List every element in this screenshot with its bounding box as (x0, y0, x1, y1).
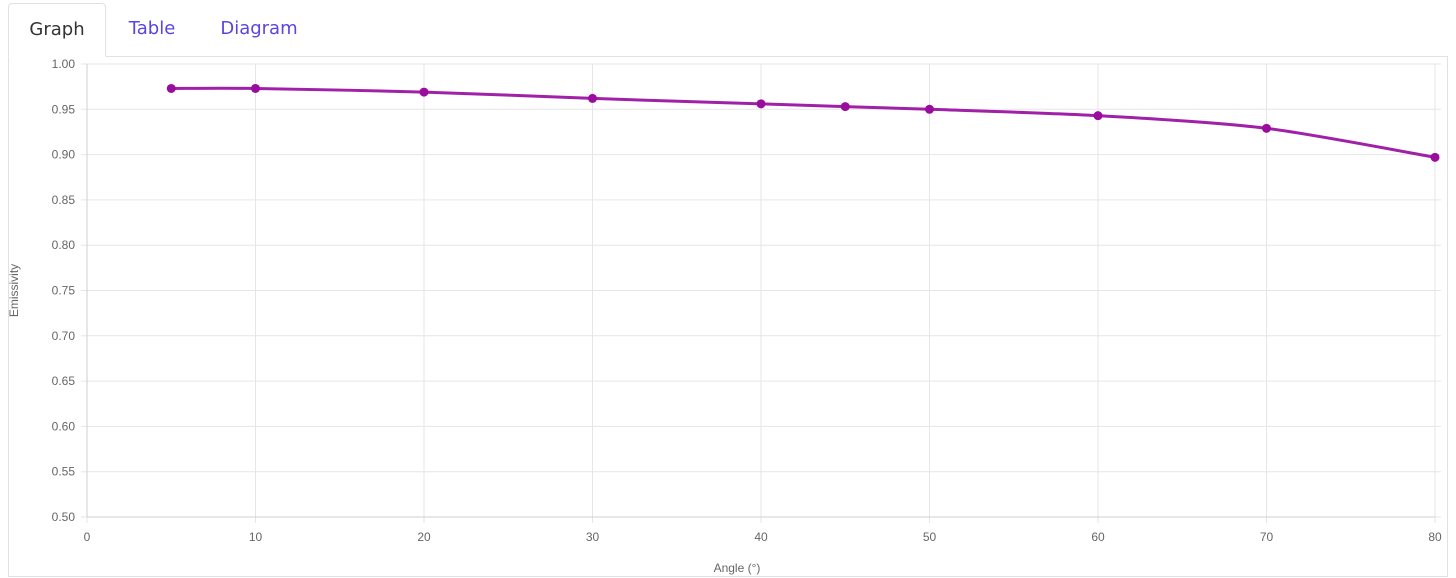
tab-graph[interactable]: Graph (8, 3, 106, 57)
series-line-emissivity (171, 86, 1436, 159)
tick-labels: 0.50 0.55 0.60 0.65 0.70 0.75 0.80 0.85 0.90 0.95… (52, 57, 1442, 544)
data-point[interactable] (419, 87, 429, 97)
y-tick-label: 0.80 (52, 238, 76, 252)
tab-diagram[interactable]: Diagram (220, 18, 298, 39)
data-point[interactable] (840, 102, 850, 112)
data-point[interactable] (251, 83, 260, 93)
tab-bar: Graph Table Diagram (0, 0, 1456, 57)
x-tick-label: 70 (1260, 530, 1274, 544)
x-tick-label: 50 (923, 530, 937, 544)
x-tick-label: 60 (1091, 530, 1105, 544)
x-tick-label: 20 (417, 530, 431, 544)
data-points (166, 83, 1440, 162)
data-point[interactable] (588, 93, 597, 103)
tab-table[interactable]: Table (128, 18, 176, 39)
x-tick-label: 30 (586, 530, 600, 544)
x-tick-label: 0 (84, 530, 91, 544)
y-tick-label: 1.00 (52, 57, 76, 71)
x-tick-label: 10 (249, 530, 263, 544)
y-tick-label: 0.65 (52, 374, 76, 388)
y-tick-label: 0.95 (52, 102, 76, 116)
grid-lines (81, 63, 1441, 523)
graph-panel (8, 56, 1448, 577)
data-point[interactable] (756, 99, 766, 109)
data-point[interactable] (1093, 111, 1103, 121)
y-tick-label: 0.50 (52, 510, 76, 524)
x-tick-label: 40 (754, 530, 768, 544)
x-tick-label: 80 (1428, 530, 1442, 544)
data-point[interactable] (1430, 152, 1440, 162)
data-point[interactable] (925, 104, 934, 114)
data-point[interactable] (1262, 123, 1271, 133)
y-tick-label: 0.55 (52, 465, 76, 479)
y-tick-label: 0.90 (52, 148, 76, 162)
y-tick-label: 0.70 (52, 329, 76, 343)
x-axis-title: Angle (°) (714, 561, 761, 575)
y-tick-label: 0.85 (52, 193, 76, 207)
y-tick-label: 0.60 (52, 419, 76, 433)
y-axis-title: Emissivity (7, 264, 21, 317)
y-tick-label: 0.75 (52, 284, 76, 298)
data-point[interactable] (166, 83, 176, 93)
